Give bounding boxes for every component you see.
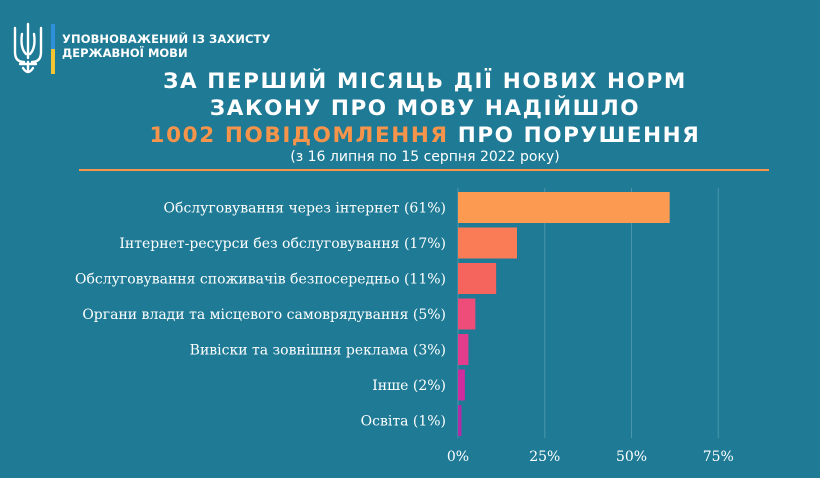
- title-line2: ЗАКОНУ ПРО МОВУ НАДІЙШЛО: [209, 96, 641, 121]
- category-label-6: Інше (2%): [372, 378, 446, 394]
- category-label-5: Вивіски та зовнішня реклама (3%): [190, 343, 446, 359]
- bar-2: [458, 227, 517, 259]
- bar-5: [458, 334, 469, 365]
- title-line3-rest: ПРО ПОРУШЕННЯ: [448, 123, 701, 148]
- flag-bar: [51, 24, 55, 74]
- grid-lines: [457, 188, 719, 438]
- title-line3: 1002 ПОВІДОМЛЕННЯ ПРО ПОРУШЕННЯ: [140, 122, 710, 149]
- bar-6: [458, 369, 465, 401]
- x-tick-label-50: 50%: [616, 449, 647, 465]
- category-labels: Обслуговування через інтернет (61%) Інтер…: [75, 201, 446, 430]
- header: УПОВНОВАЖЕНИЙ ІЗ ЗАХИСТУ ДЕРЖАВНОЇ МОВИ: [10, 22, 270, 80]
- title-block: ЗА ПЕРШИЙ МІСЯЦЬ ДІЇ НОВИХ НОРМ ЗАКОНУ П…: [140, 68, 710, 165]
- divider: [79, 169, 769, 171]
- category-label-3: Обслуговування споживачів безпосередньо …: [75, 272, 446, 288]
- title-accent-count: 1002 ПОВІДОМЛЕННЯ: [149, 123, 449, 148]
- x-tick-label-25: 25%: [529, 449, 560, 465]
- bars: [458, 192, 670, 436]
- bar-7: [458, 405, 462, 436]
- org-name-line1: УПОВНОВАЖЕНИЙ ІЗ ЗАХИСТУ: [62, 32, 271, 46]
- subtitle: (з 16 липня по 15 серпня 2022 року): [290, 149, 560, 165]
- category-label-1: Обслуговування через інтернет (61%): [164, 201, 446, 217]
- category-label-7: Освіта (1%): [361, 414, 446, 430]
- x-tick-label-0: 0%: [447, 449, 469, 465]
- category-label-4: Органи влади та місцевого самоврядування…: [82, 307, 446, 323]
- bar-1: [458, 192, 670, 223]
- org-name-line2: ДЕРЖАВНОЇ МОВИ: [62, 46, 188, 60]
- x-tick-labels: 0% 25% 50% 75%: [447, 449, 734, 465]
- title-line1: ЗА ПЕРШИЙ МІСЯЦЬ ДІЇ НОВИХ НОРМ: [163, 69, 687, 94]
- trident-icon: [13, 22, 43, 74]
- x-tick-label-75: 75%: [703, 449, 734, 465]
- bar-3: [458, 263, 497, 294]
- bar-4: [458, 298, 476, 330]
- category-label-2: Інтернет-ресурси без обслуговування (17%…: [119, 236, 446, 252]
